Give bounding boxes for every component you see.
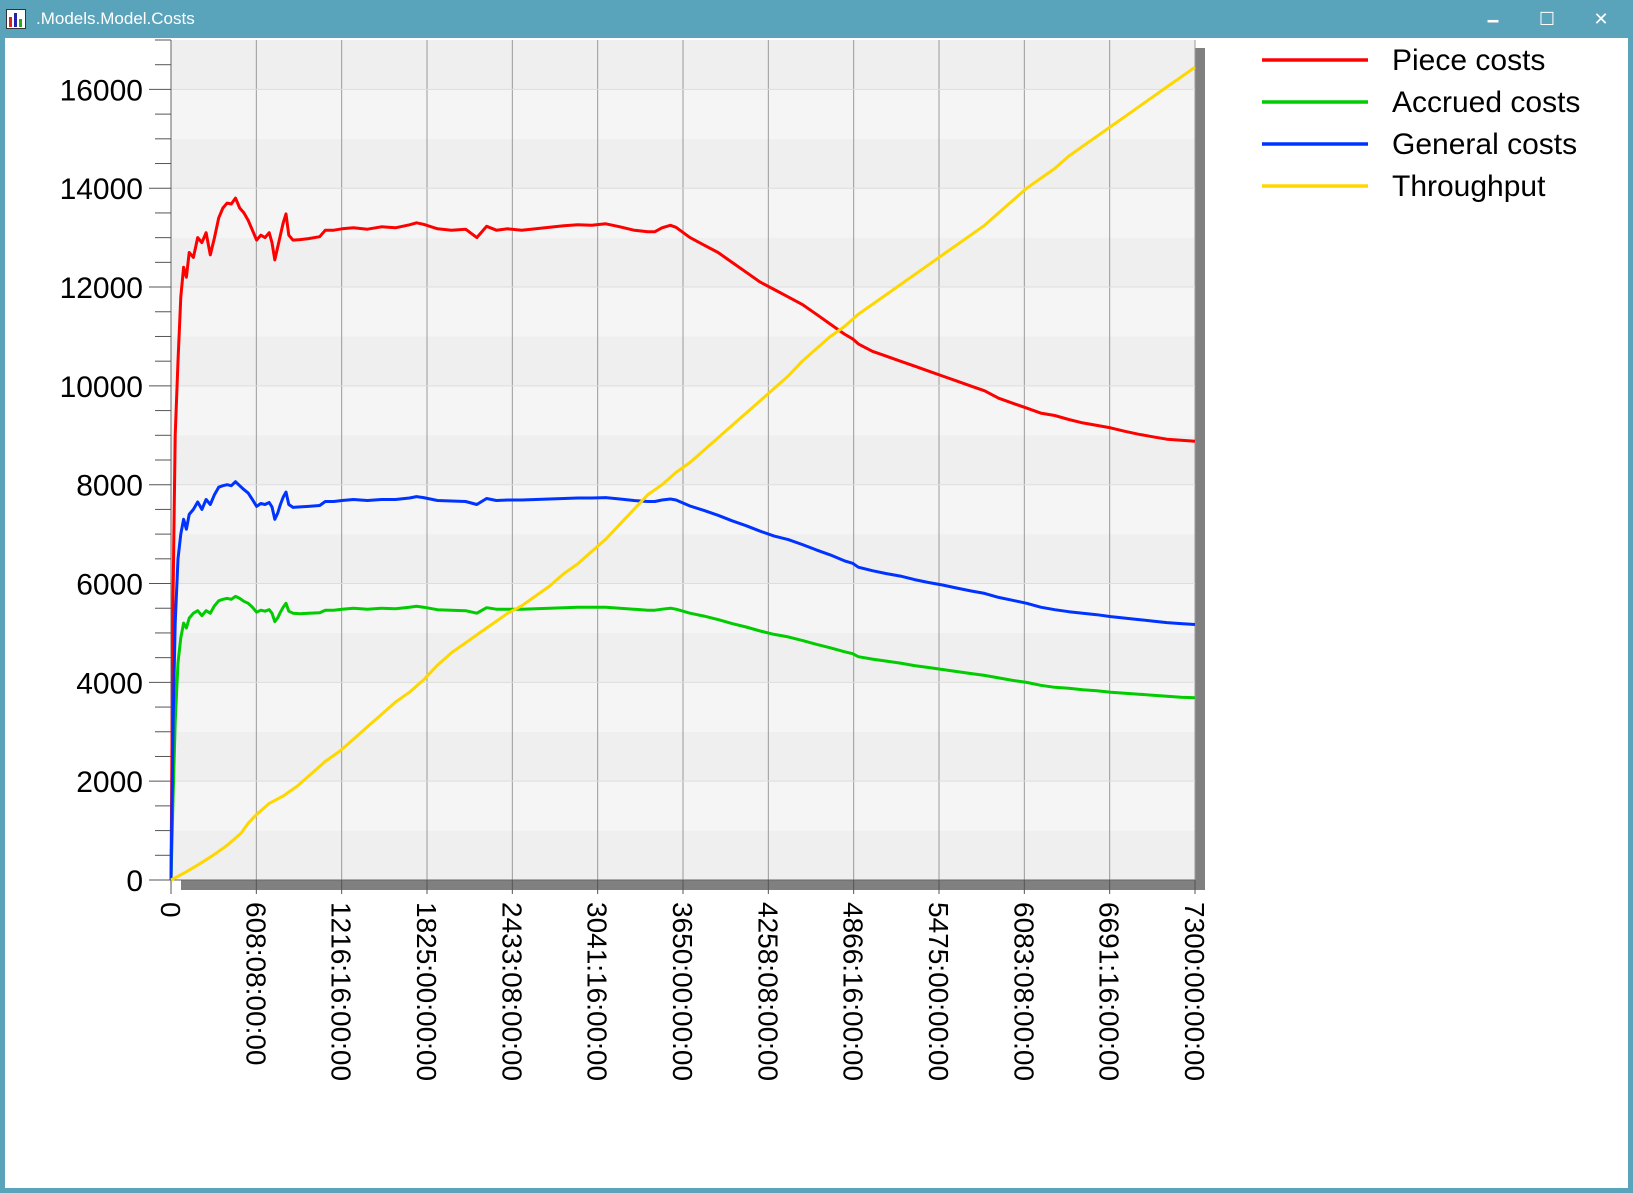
x-tick-label: 0 (155, 902, 186, 918)
series-lines (169, 65, 1196, 882)
series-line (169, 196, 1196, 881)
y-tick-label: 10000 (60, 371, 143, 404)
legend: Piece costs Accrued costs General costs Thr… (1262, 44, 1580, 203)
y-tick-label: 12000 (60, 272, 143, 305)
x-tick-label: 2433:08:00:00 (496, 902, 527, 1081)
y-axis-ticks: 0 2000 4000 6000 8000 10000 12000 14000 16000 (60, 39, 171, 898)
legend-label: Throughput (1392, 170, 1546, 203)
chart-app-icon (6, 9, 26, 29)
plot-shadow-bottom (181, 880, 1205, 890)
x-tick-label: 1825:00:00:00 (411, 902, 442, 1081)
x-tick-label: 5475:00:00:00 (923, 902, 954, 1081)
x-tick-label: 3650:00:00:00 (667, 902, 698, 1081)
y-tick-label: 6000 (76, 569, 143, 602)
y-tick-label: 0 (126, 865, 143, 898)
legend-label: General costs (1392, 128, 1577, 161)
x-tick-label: 3041:16:00:00 (582, 902, 613, 1081)
minimize-button[interactable]: 🗕 (1486, 9, 1500, 29)
plot-shadow-right (1195, 48, 1205, 888)
x-tick-label: 6691:16:00:00 (1094, 902, 1125, 1081)
y-tick-label: 16000 (60, 74, 143, 107)
series-line (169, 480, 1196, 881)
window-title: .Models.Model.Costs (36, 9, 195, 28)
series-line (169, 594, 1196, 881)
x-tick-label: 4866:16:00:00 (838, 902, 869, 1081)
title-bar[interactable]: .Models.Model.Costs 🗕 ☐ ✕ (0, 0, 1633, 38)
x-axis-ticks: 0 608:08:00:00 1216:16:00:00 1825:00:00:00 2… (155, 880, 1210, 1081)
x-tick-label: 1216:16:00:00 (326, 902, 357, 1081)
close-button[interactable]: ✕ (1593, 9, 1609, 29)
maximize-button[interactable]: ☐ (1538, 9, 1556, 29)
grid-lines (171, 40, 1196, 880)
y-tick-label: 8000 (76, 470, 143, 503)
x-tick-label: 4258:08:00:00 (752, 902, 783, 1081)
x-tick-label: 608:08:00:00 (240, 902, 271, 1066)
y-tick-label: 14000 (60, 173, 143, 206)
series-line (170, 65, 1196, 882)
y-tick-label: 4000 (76, 667, 143, 700)
x-tick-label: 6083:08:00:00 (1008, 902, 1039, 1081)
legend-label: Accrued costs (1392, 86, 1580, 119)
x-tick-label: 7300:00:00:00 (1179, 902, 1210, 1081)
legend-label: Piece costs (1392, 44, 1545, 77)
y-tick-label: 2000 (76, 766, 143, 799)
